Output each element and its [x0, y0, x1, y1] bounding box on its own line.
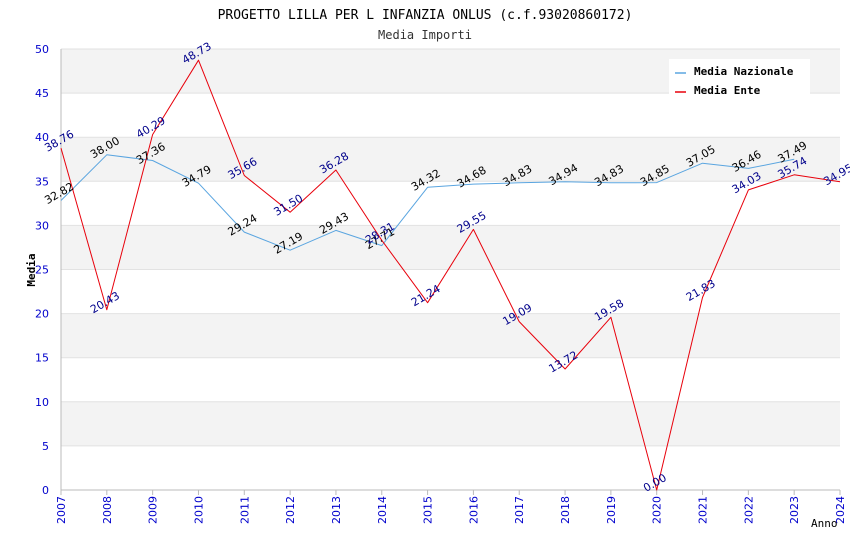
axes	[60, 49, 840, 491]
plot-band	[61, 313, 840, 358]
plot-band	[61, 269, 840, 314]
x-tick-label: 2009	[147, 496, 160, 524]
y-tick-label: 5	[42, 440, 49, 453]
plot-band	[61, 181, 840, 226]
y-tick-label: 45	[35, 87, 49, 100]
x-tick-label: 2013	[330, 496, 343, 524]
plot-band	[61, 445, 840, 490]
plot-band	[61, 225, 840, 270]
y-tick-labels: 0 5 10 15 20 25 30 35 40 45 50	[35, 43, 49, 497]
x-tick-labels: 2007 2008 2009 2010 2011 2012 2013 2014 2015 2016…	[55, 490, 847, 524]
y-tick-label: 0	[42, 484, 49, 497]
legend-label-nazionale: Media Nazionale	[694, 65, 794, 78]
x-axis-label: Anno	[811, 517, 838, 530]
x-tick-label: 2011	[238, 496, 251, 524]
chart-subtitle: Media Importi	[378, 28, 472, 42]
y-tick-label: 50	[35, 43, 49, 56]
y-tick-label: 40	[35, 131, 49, 144]
chart-title: PROGETTO LILLA PER L INFANZIA ONLUS (c.f…	[218, 8, 633, 23]
x-tick-label: 2014	[376, 496, 389, 524]
plot-band	[61, 401, 840, 446]
y-tick-label: 20	[35, 308, 49, 321]
y-tick-label: 35	[35, 175, 49, 188]
series-line-nazionale	[60, 154, 795, 251]
y-tick-label: 25	[35, 264, 49, 277]
x-tick-label: 2023	[788, 496, 801, 524]
legend-label-ente: Media Ente	[694, 84, 761, 97]
x-tick-label: 2017	[513, 496, 526, 524]
plot-band	[61, 357, 840, 402]
x-tick-label: 2015	[422, 496, 435, 524]
y-tick-label: 30	[35, 219, 49, 232]
series-line-ente	[60, 59, 841, 491]
x-tick-label: 2012	[284, 496, 297, 524]
series-group	[60, 59, 841, 491]
x-tick-label: 2021	[697, 496, 710, 524]
x-tick-label: 2020	[651, 496, 664, 524]
x-tick-label: 2018	[559, 496, 572, 524]
x-tick-label: 2024	[834, 496, 847, 524]
legend-box	[669, 59, 810, 99]
y-tick-label: 10	[35, 396, 49, 409]
x-tick-label: 2016	[467, 496, 480, 524]
y-axis-label: Media	[25, 253, 38, 286]
plot-background-bands	[61, 49, 840, 490]
legend: Media Nazionale Media Ente	[669, 59, 810, 99]
x-tick-label: 2010	[192, 496, 205, 524]
x-tick-label: 2008	[101, 496, 114, 524]
x-tick-label: 2019	[605, 496, 618, 524]
x-tick-label: 2007	[55, 496, 68, 524]
y-tick-label: 15	[35, 352, 49, 365]
plot-band	[61, 93, 840, 138]
plot-band	[61, 137, 840, 182]
x-tick-label: 2022	[742, 496, 755, 524]
